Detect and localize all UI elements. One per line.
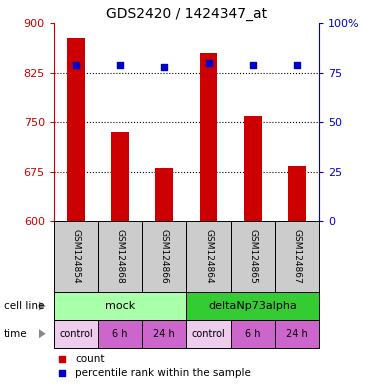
Point: [206, 60, 211, 66]
Bar: [155, 168, 173, 221]
Text: 24 h: 24 h: [154, 329, 175, 339]
Point: [59, 370, 65, 376]
Bar: [231, 221, 275, 292]
Text: count: count: [75, 354, 105, 364]
Point: [250, 61, 256, 68]
Bar: [244, 116, 262, 221]
Bar: [186, 292, 319, 320]
Point: [161, 64, 167, 70]
Bar: [67, 38, 85, 221]
Bar: [111, 132, 129, 221]
Text: 24 h: 24 h: [286, 329, 308, 339]
Bar: [54, 221, 98, 292]
Text: control: control: [192, 329, 226, 339]
Bar: [186, 221, 231, 292]
Bar: [288, 166, 306, 221]
Bar: [186, 320, 231, 348]
Bar: [142, 320, 186, 348]
Text: GSM124867: GSM124867: [292, 229, 302, 284]
Point: [294, 61, 300, 68]
Text: GSM124866: GSM124866: [160, 229, 169, 284]
Point: [73, 61, 79, 68]
Text: time: time: [4, 329, 27, 339]
Bar: [98, 320, 142, 348]
Bar: [200, 53, 217, 221]
Text: control: control: [59, 329, 93, 339]
Point: [117, 61, 123, 68]
Text: 6 h: 6 h: [112, 329, 128, 339]
Bar: [275, 221, 319, 292]
Text: cell line: cell line: [4, 301, 44, 311]
Text: deltaNp73alpha: deltaNp73alpha: [208, 301, 297, 311]
Bar: [54, 292, 186, 320]
Text: GSM124864: GSM124864: [204, 229, 213, 284]
Point: [59, 356, 65, 362]
Bar: [231, 320, 275, 348]
Text: mock: mock: [105, 301, 135, 311]
Text: GSM124868: GSM124868: [116, 229, 125, 284]
Text: percentile rank within the sample: percentile rank within the sample: [75, 368, 251, 378]
Bar: [142, 221, 186, 292]
Text: GSM124854: GSM124854: [71, 229, 81, 284]
Title: GDS2420 / 1424347_at: GDS2420 / 1424347_at: [106, 7, 267, 21]
Bar: [54, 320, 98, 348]
Text: GSM124865: GSM124865: [248, 229, 257, 284]
Bar: [275, 320, 319, 348]
Bar: [98, 221, 142, 292]
Text: 6 h: 6 h: [245, 329, 260, 339]
